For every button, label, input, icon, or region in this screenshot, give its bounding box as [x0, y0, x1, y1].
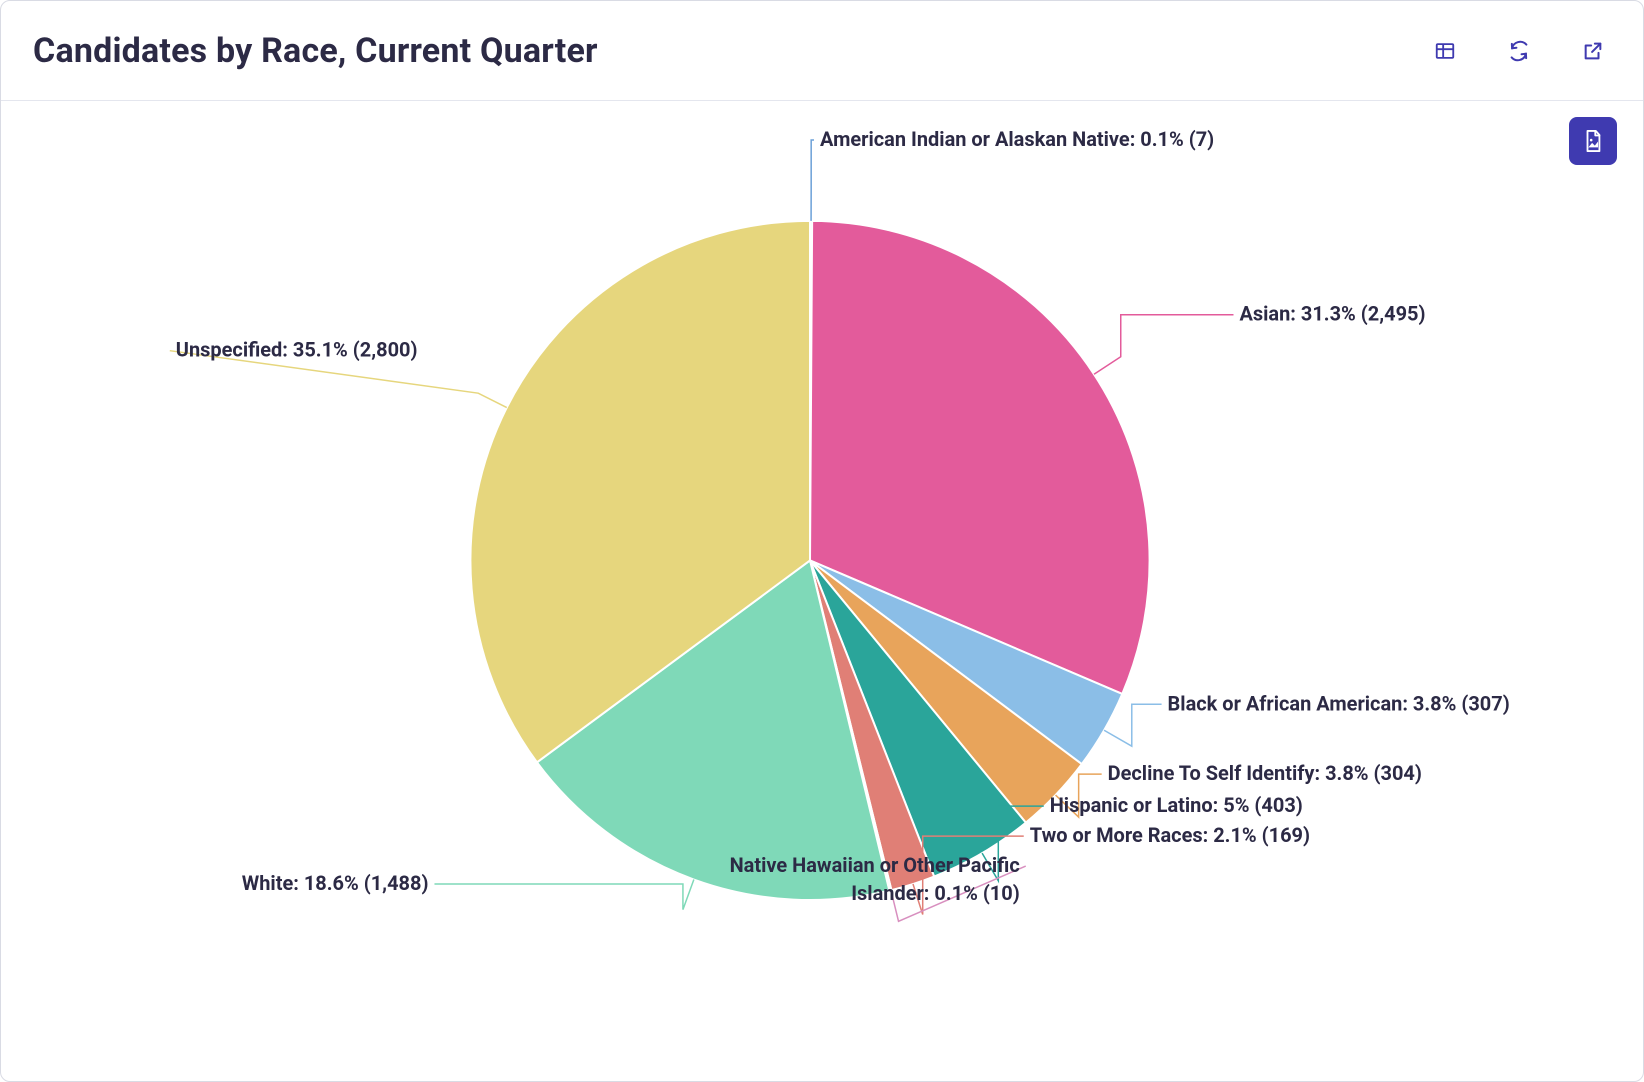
slice-label-two_or_more: Two or More Races: 2.1% (169) — [1030, 823, 1310, 847]
slice-label-hispanic: Hispanic or Latino: 5% (403) — [1050, 793, 1303, 817]
chart-area: American Indian or Alaskan Native: 0.1% … — [1, 101, 1643, 1081]
slice-label-american_indian: American Indian or Alaskan Native: 0.1% … — [820, 127, 1214, 151]
slice-label-white: White: 18.6% (1,488) — [242, 871, 429, 895]
leader-line — [434, 880, 693, 910]
slice-label-decline: Decline To Self Identify: 3.8% (304) — [1108, 761, 1422, 785]
slice-label-asian: Asian: 31.3% (2,495) — [1239, 302, 1425, 326]
leader-line — [1094, 315, 1233, 375]
open-external-icon[interactable] — [1579, 37, 1607, 65]
slice-label-unspecified: Unspecified: 35.1% (2,800) — [176, 338, 418, 362]
header-actions — [1431, 37, 1607, 65]
slice-label-black: Black or African American: 3.8% (307) — [1168, 691, 1510, 715]
card-title: Candidates by Race, Current Quarter — [33, 31, 598, 71]
slice-label-native_hawaiian_1: Native Hawaiian or Other Pacific — [730, 853, 1020, 877]
card-header: Candidates by Race, Current Quarter — [1, 1, 1643, 101]
leader-line — [811, 140, 814, 221]
pie-chart: American Indian or Alaskan Native: 0.1% … — [1, 101, 1643, 1082]
table-view-icon[interactable] — [1431, 37, 1459, 65]
report-card: Candidates by Race, Current Quarter — [0, 0, 1644, 1082]
slice-label-native_hawaiian_2: Islander: 0.1% (10) — [851, 881, 1020, 905]
refresh-icon[interactable] — [1505, 37, 1533, 65]
